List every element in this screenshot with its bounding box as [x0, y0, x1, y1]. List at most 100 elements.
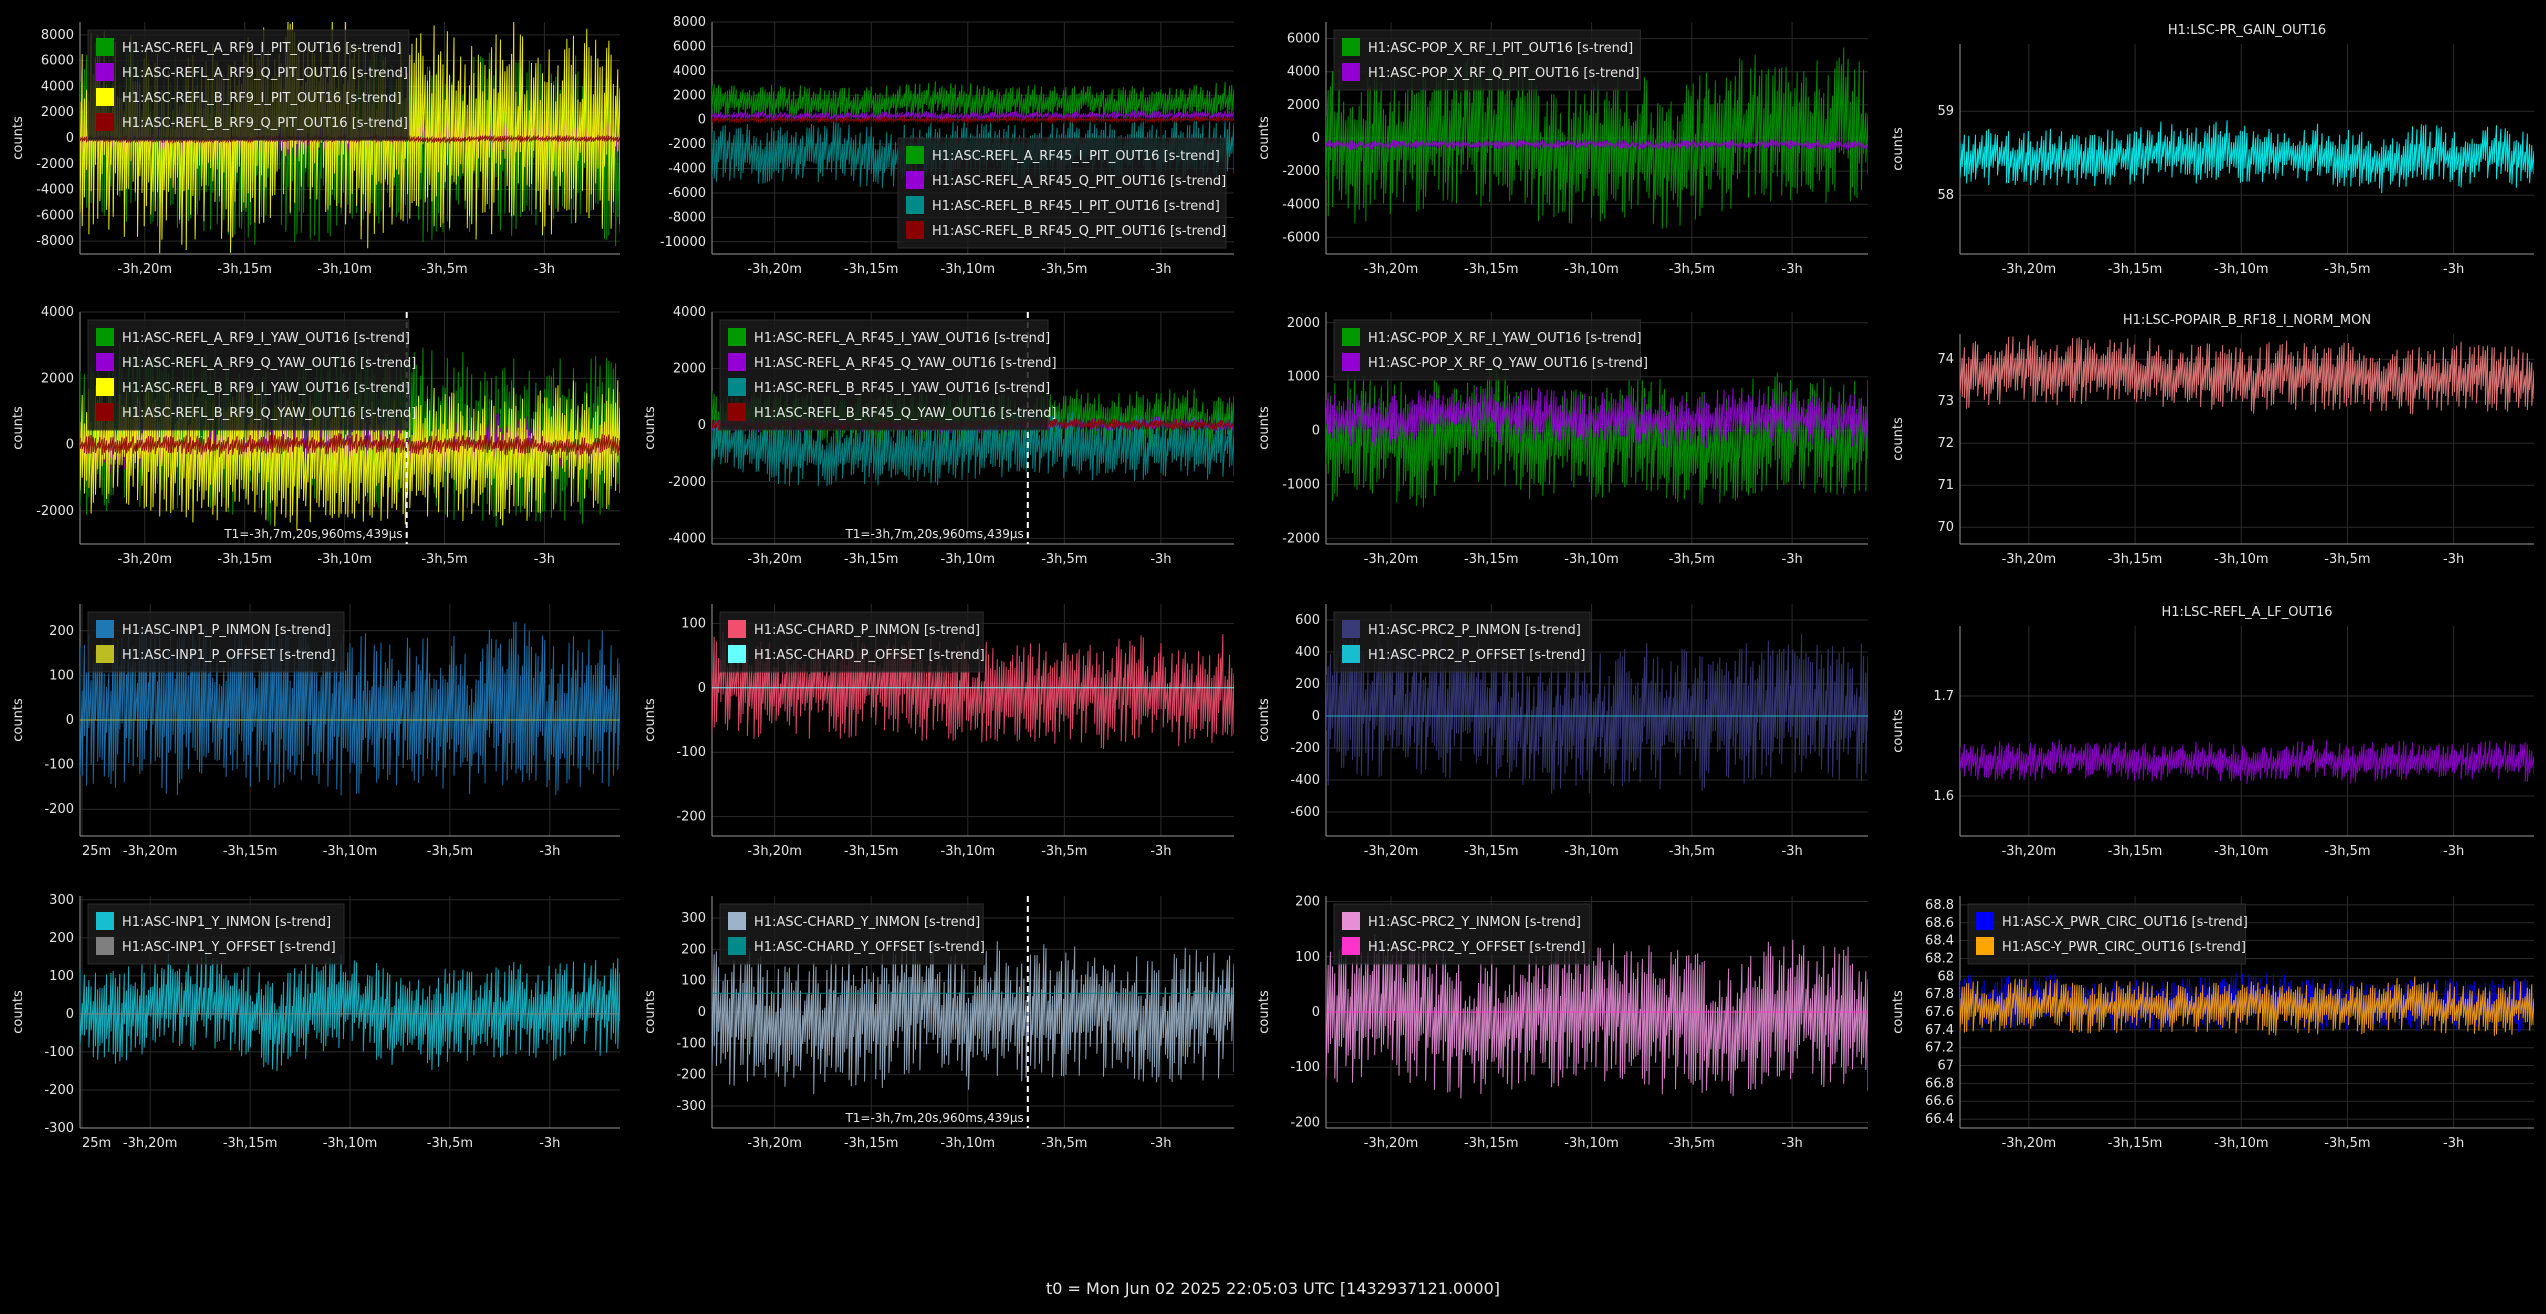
x-tick-label: -3h: [1782, 262, 1803, 277]
legend-swatch[interactable]: [96, 912, 114, 930]
legend-entry[interactable]: H1:ASC-PRC2_Y_OFFSET [s-trend]: [1368, 940, 1586, 955]
legend-swatch[interactable]: [728, 353, 746, 371]
legend-entry[interactable]: H1:ASC-Y_PWR_CIRC_OUT16 [s-trend]: [2002, 940, 2246, 955]
legend-entry[interactable]: H1:ASC-REFL_A_RF9_Q_YAW_OUT16 [s-trend]: [122, 356, 416, 371]
legend-entry[interactable]: H1:ASC-REFL_A_RF9_I_YAW_OUT16 [s-trend]: [122, 331, 410, 346]
x-tick-label: -3h,10m: [1564, 552, 1619, 567]
x-tick-label: -3h: [534, 262, 555, 277]
y-tick-label: 68: [1937, 969, 1954, 984]
plot-area: [1960, 335, 2534, 415]
legend-swatch[interactable]: [906, 196, 924, 214]
legend-entry[interactable]: H1:ASC-INP1_P_INMON [s-trend]: [122, 623, 331, 638]
legend-swatch[interactable]: [96, 403, 114, 421]
legend-swatch[interactable]: [1342, 620, 1360, 638]
legend-swatch[interactable]: [1342, 38, 1360, 56]
legend-entry[interactable]: H1:ASC-REFL_B_RF9_I_PIT_OUT16 [s-trend]: [122, 91, 402, 106]
legend-entry[interactable]: H1:ASC-POP_X_RF_Q_PIT_OUT16 [s-trend]: [1368, 66, 1640, 81]
legend-entry[interactable]: H1:ASC-POP_X_RF_I_PIT_OUT16 [s-trend]: [1368, 41, 1633, 56]
legend-swatch[interactable]: [1342, 353, 1360, 371]
legend-swatch[interactable]: [96, 620, 114, 638]
x-tick-label: -3h: [1150, 844, 1171, 859]
x-tick-label: -3h,20m: [747, 844, 802, 859]
legend-entry[interactable]: H1:ASC-INP1_P_OFFSET [s-trend]: [122, 648, 336, 663]
legend-swatch[interactable]: [728, 645, 746, 663]
legend-entry[interactable]: H1:ASC-PRC2_P_OFFSET [s-trend]: [1368, 648, 1586, 663]
y-tick-label: 68.6: [1925, 916, 1954, 931]
legend-entry[interactable]: H1:ASC-REFL_A_RF45_I_PIT_OUT16 [s-trend]: [932, 149, 1220, 164]
legend-swatch[interactable]: [728, 937, 746, 955]
legend-swatch[interactable]: [906, 221, 924, 239]
y-axis-label: counts: [643, 698, 658, 742]
legend-entry[interactable]: H1:ASC-CHARD_Y_INMON [s-trend]: [754, 915, 980, 930]
legend-swatch[interactable]: [1976, 937, 1994, 955]
legend-entry[interactable]: H1:ASC-INP1_Y_OFFSET [s-trend]: [122, 940, 336, 955]
y-axis-label: counts: [11, 698, 26, 742]
legend-swatch[interactable]: [96, 937, 114, 955]
legend-swatch[interactable]: [1342, 63, 1360, 81]
chart-panel-p9: -200 -100 0 100 200 25m -3h,20m -3h,15m -3h,10m -…: [0, 590, 632, 880]
legend-entry[interactable]: H1:ASC-REFL_B_RF9_I_YAW_OUT16 [s-trend]: [122, 381, 410, 396]
chart-svg-p15: -200 -100 0 100 200 -3h,20m -3h,15m -3h,10m -3h,…: [1257, 895, 1868, 1151]
legend-swatch[interactable]: [96, 645, 114, 663]
legend-swatch[interactable]: [728, 403, 746, 421]
y-tick-label: 6000: [41, 54, 74, 69]
legend-swatch[interactable]: [96, 88, 114, 106]
y-tick-label: 59: [1937, 104, 1954, 119]
legend-entry[interactable]: H1:ASC-REFL_B_RF45_Q_YAW_OUT16 [s-trend]: [754, 406, 1057, 421]
y-tick-label: -6000: [1282, 230, 1320, 245]
legend-swatch[interactable]: [906, 171, 924, 189]
legend-entry[interactable]: H1:ASC-REFL_B_RF45_Q_PIT_OUT16 [s-trend]: [932, 224, 1226, 239]
legend-entry[interactable]: H1:ASC-X_PWR_CIRC_OUT16 [s-trend]: [2002, 915, 2248, 930]
legend-entry[interactable]: H1:ASC-CHARD_Y_OFFSET [s-trend]: [754, 940, 985, 955]
legend-swatch[interactable]: [96, 378, 114, 396]
legend-swatch[interactable]: [728, 912, 746, 930]
legend-swatch[interactable]: [96, 113, 114, 131]
y-tick-label: -300: [44, 1121, 74, 1136]
legend-swatch[interactable]: [96, 328, 114, 346]
legend-entry[interactable]: H1:ASC-REFL_B_RF9_Q_PIT_OUT16 [s-trend]: [122, 116, 408, 131]
legend-swatch[interactable]: [906, 146, 924, 164]
legend-entry[interactable]: H1:ASC-REFL_A_RF45_Q_YAW_OUT16 [s-trend]: [754, 356, 1057, 371]
legend-entry[interactable]: H1:ASC-REFL_B_RF9_Q_YAW_OUT16 [s-trend]: [122, 406, 416, 421]
legend-swatch[interactable]: [1342, 328, 1360, 346]
legend-swatch[interactable]: [728, 328, 746, 346]
x-tick-label: -3h,5m: [2324, 1136, 2370, 1151]
legend-entry[interactable]: H1:ASC-REFL_A_RF9_Q_PIT_OUT16 [s-trend]: [122, 66, 408, 81]
legend-swatch[interactable]: [728, 620, 746, 638]
legend-swatch[interactable]: [1342, 645, 1360, 663]
y-tick-label: 74: [1937, 352, 1954, 367]
y-tick-label: 0: [698, 113, 706, 128]
legend-entry[interactable]: H1:ASC-REFL_B_RF45_I_PIT_OUT16 [s-trend]: [932, 199, 1220, 214]
legend-swatch[interactable]: [96, 353, 114, 371]
legend-entry[interactable]: H1:ASC-REFL_A_RF45_I_YAW_OUT16 [s-trend]: [754, 331, 1050, 346]
legend-entry[interactable]: H1:ASC-PRC2_P_INMON [s-trend]: [1368, 623, 1581, 638]
legend-swatch[interactable]: [728, 378, 746, 396]
legend-swatch[interactable]: [1342, 937, 1360, 955]
legend-swatch[interactable]: [96, 38, 114, 56]
series-trace: [1326, 367, 1868, 508]
y-tick-label: 0: [698, 681, 706, 696]
legend-entry[interactable]: H1:ASC-CHARD_P_INMON [s-trend]: [754, 623, 980, 638]
legend-swatch[interactable]: [96, 63, 114, 81]
legend-entry[interactable]: H1:ASC-POP_X_RF_Q_YAW_OUT16 [s-trend]: [1368, 356, 1648, 371]
legend-swatch[interactable]: [1976, 912, 1994, 930]
y-axis-label: counts: [1257, 990, 1272, 1034]
legend-entry[interactable]: H1:ASC-REFL_B_RF45_I_YAW_OUT16 [s-trend]: [754, 381, 1050, 396]
x-tick-label: -3h,15m: [1464, 552, 1519, 567]
y-tick-label: 66.6: [1925, 1094, 1954, 1109]
x-tick-label: -3h,20m: [123, 844, 178, 859]
x-tick-label: -3h,20m: [747, 262, 802, 277]
legend-entry[interactable]: H1:ASC-REFL_A_RF9_I_PIT_OUT16 [s-trend]: [122, 41, 402, 56]
x-tick-label: -3h,5m: [2324, 552, 2370, 567]
legend-box: [897, 137, 1227, 249]
legend-entry[interactable]: H1:ASC-REFL_A_RF45_Q_PIT_OUT16 [s-trend]: [932, 174, 1226, 189]
legend-entry[interactable]: H1:ASC-POP_X_RF_I_YAW_OUT16 [s-trend]: [1368, 331, 1642, 346]
chart-svg-p7: -2000 -1000 0 1000 2000 -3h,20m -3h,15m -3h,10m…: [1257, 312, 1868, 567]
legend-entry[interactable]: H1:ASC-CHARD_P_OFFSET [s-trend]: [754, 648, 985, 663]
x-tick-label: 25m: [82, 844, 111, 859]
legend-swatch[interactable]: [1342, 912, 1360, 930]
legend: H1:ASC-POP_X_RF_I_YAW_OUT16 [s-trend] H1:…: [1333, 319, 1648, 381]
legend-entry[interactable]: H1:ASC-PRC2_Y_INMON [s-trend]: [1368, 915, 1581, 930]
x-tick-label: -3h,20m: [118, 262, 173, 277]
legend-entry[interactable]: H1:ASC-INP1_Y_INMON [s-trend]: [122, 915, 331, 930]
